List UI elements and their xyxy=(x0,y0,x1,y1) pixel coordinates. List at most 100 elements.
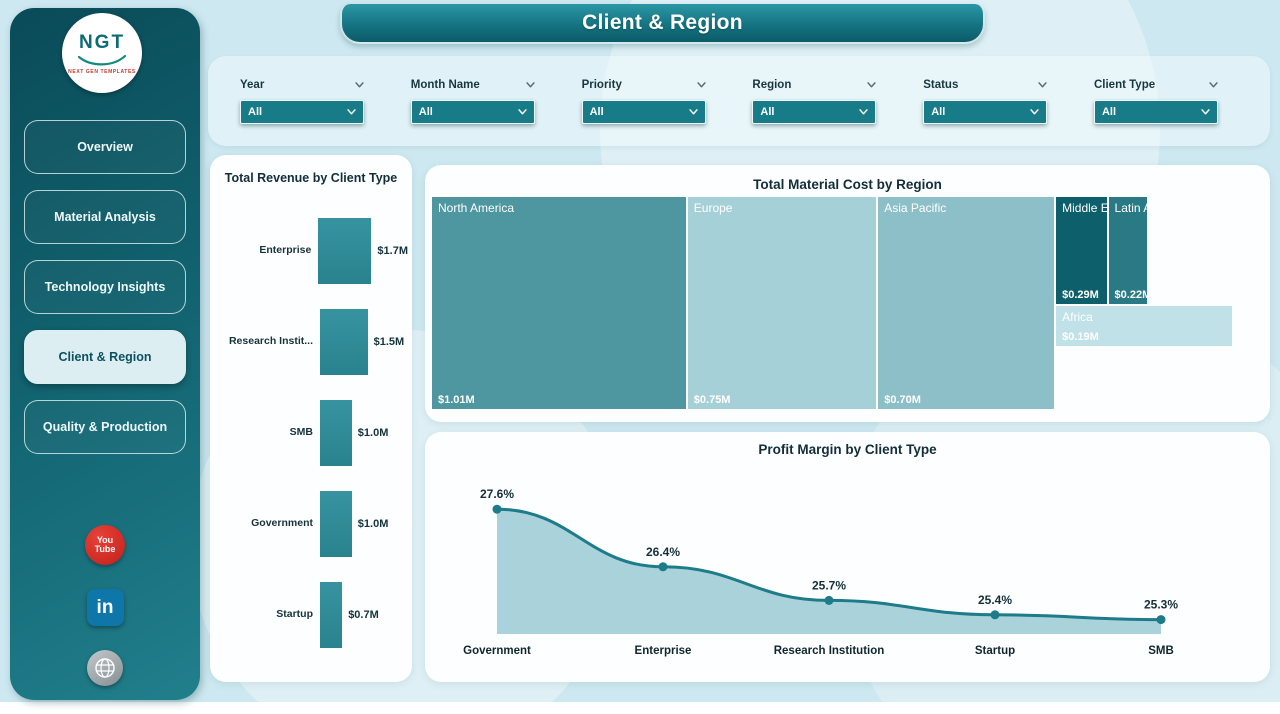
chevron-down-icon xyxy=(526,81,535,87)
treemap-cell-north-america[interactable]: North America $1.01M xyxy=(432,197,686,409)
chevron-down-icon xyxy=(518,108,527,114)
treemap-cell-value: $0.70M xyxy=(884,394,921,406)
logo: NGT NEXT GEN TEMPLATES xyxy=(62,13,142,93)
bar-startup[interactable] xyxy=(320,581,343,648)
chevron-down-icon xyxy=(1038,81,1047,87)
treemap-cell-value: $1.01M xyxy=(438,394,475,406)
bar-value-label: $1.0M xyxy=(357,426,389,439)
sidebar-item-technology-insights[interactable]: Technology Insights xyxy=(24,260,186,314)
bar-category-label: Government xyxy=(251,517,313,530)
x-axis-label: Government xyxy=(463,645,531,657)
filter-header: Month Name xyxy=(411,79,535,91)
treemap-cell-africa[interactable]: Africa $0.19M xyxy=(1056,306,1233,346)
filter-header: Year xyxy=(240,79,364,91)
treemap-cell-europe[interactable]: Europe $0.75M xyxy=(687,197,877,409)
bar-category-label: Startup xyxy=(276,608,313,621)
bar-category-label: Research Instit... xyxy=(228,335,313,348)
filter-dropdown[interactable]: All xyxy=(240,99,364,124)
sidebar-item-quality-production[interactable]: Quality & Production xyxy=(24,400,186,454)
data-point-smb[interactable] xyxy=(1156,615,1166,625)
bar-value-label: $0.7M xyxy=(348,608,379,621)
linkedin-icon[interactable]: in xyxy=(86,589,124,626)
sidebar-item-label: Client & Region xyxy=(58,350,152,364)
data-point-government[interactable] xyxy=(492,504,502,514)
filter-bar: Year All Month Name All Priority All Reg… xyxy=(208,56,1270,146)
revenue-by-client-type-panel: Total Revenue by Client Type Enterprise … xyxy=(210,155,412,682)
chevron-down-icon xyxy=(347,108,356,114)
bar-government[interactable] xyxy=(320,490,352,557)
data-point-enterprise[interactable] xyxy=(658,562,668,572)
filter-dropdown[interactable]: All xyxy=(581,99,706,124)
filter-status: Status All xyxy=(923,79,1048,124)
filter-year: Year All xyxy=(240,79,364,124)
sidebar-item-label: Overview xyxy=(77,140,133,154)
sidebar-item-label: Quality & Production xyxy=(42,420,168,434)
chevron-down-icon xyxy=(1201,108,1210,114)
youtube-label-top: You xyxy=(96,535,114,545)
treemap-cell-value: $0.29M xyxy=(1062,289,1099,302)
treemap-cell-value: $0.19M xyxy=(1062,330,1099,343)
point-label: 25.4% xyxy=(978,593,1012,607)
page-title-banner: Client & Region xyxy=(340,4,985,44)
logo-abbr: NGT xyxy=(78,31,126,53)
bar-enterprise[interactable] xyxy=(318,217,372,284)
sidebar-item-label: Material Analysis xyxy=(54,210,156,224)
bar-smb[interactable] xyxy=(320,399,352,466)
bar-row-government: Government $1.0M xyxy=(214,490,408,557)
filter-dropdown[interactable]: All xyxy=(923,99,1048,124)
treemap-cell-name: Middle East xyxy=(1062,201,1107,215)
chevron-down-icon xyxy=(859,108,869,114)
treemap-cell-name: Europe xyxy=(693,201,733,215)
treemap-cell-name: Africa xyxy=(1062,310,1093,325)
bar-research-instit[interactable] xyxy=(320,308,368,375)
bar-row-enterprise: Enterprise $1.7M xyxy=(214,217,408,284)
sidebar-item-client-region[interactable]: Client & Region xyxy=(24,330,186,384)
filter-priority: Priority All xyxy=(581,79,706,124)
sidebar-item-material-analysis[interactable]: Material Analysis xyxy=(24,190,186,244)
treemap-cell-middle-east[interactable]: Middle East $0.29M xyxy=(1056,197,1107,305)
bar-row-smb: SMB $1.0M xyxy=(214,399,408,466)
revenue-chart-title: Total Revenue by Client Type xyxy=(224,171,398,185)
filter-value: All xyxy=(1101,105,1117,118)
x-axis-label: Research Institution xyxy=(774,645,885,657)
page-title: Client & Region xyxy=(582,11,743,34)
data-point-research-institution[interactable] xyxy=(824,595,834,605)
filter-label: Year xyxy=(240,78,265,91)
website-globe-icon[interactable] xyxy=(87,650,123,686)
bar-category-label: Enterprise xyxy=(259,244,312,257)
filter-value: All xyxy=(760,105,775,118)
filter-region: Region All xyxy=(752,79,877,124)
filter-label: Month Name xyxy=(410,78,480,91)
x-axis-label: Enterprise xyxy=(635,645,692,657)
sidebar-item-overview[interactable]: Overview xyxy=(24,120,186,174)
treemap-cell-name: Latin Am... xyxy=(1114,201,1147,215)
treemap-cell-asia-pacific[interactable]: Asia Pacific $0.70M xyxy=(878,197,1055,409)
point-label: 27.6% xyxy=(480,487,514,501)
treemap-cell-value: $0.75M xyxy=(693,394,731,406)
filter-dropdown[interactable]: All xyxy=(1093,99,1218,124)
point-label: 25.3% xyxy=(1144,598,1178,612)
filter-header: Status xyxy=(923,79,1047,91)
point-label: 26.4% xyxy=(646,545,680,559)
chevron-down-icon xyxy=(696,81,706,87)
bar-value-label: $1.0M xyxy=(357,517,389,530)
youtube-icon[interactable]: You Tube xyxy=(85,525,125,565)
profit-chart-title: Profit Margin by Client Type xyxy=(758,442,937,457)
data-point-startup[interactable] xyxy=(990,610,1000,620)
filter-client-type: Client Type All xyxy=(1093,78,1218,124)
youtube-label-bottom: Tube xyxy=(94,544,116,554)
sidebar-item-label: Technology Insights xyxy=(44,280,166,294)
filter-header: Region xyxy=(752,79,877,91)
logo-tagline: NEXT GEN TEMPLATES xyxy=(68,68,136,75)
filter-month-name: Month Name All xyxy=(410,79,535,124)
profit-margin-panel: Profit Margin by Client Type 27.6% Govern… xyxy=(425,432,1270,682)
treemap-cell-latin-am[interactable]: Latin Am... $0.22M xyxy=(1108,197,1147,305)
filter-dropdown[interactable]: All xyxy=(410,99,535,124)
filter-dropdown[interactable]: All xyxy=(752,99,877,124)
sidebar-nav: Overview Material Analysis Technology Insi… xyxy=(24,120,186,454)
chevron-down-icon xyxy=(355,81,364,87)
filter-label: Client Type xyxy=(1093,78,1156,91)
profit-area-fill xyxy=(497,509,1161,634)
